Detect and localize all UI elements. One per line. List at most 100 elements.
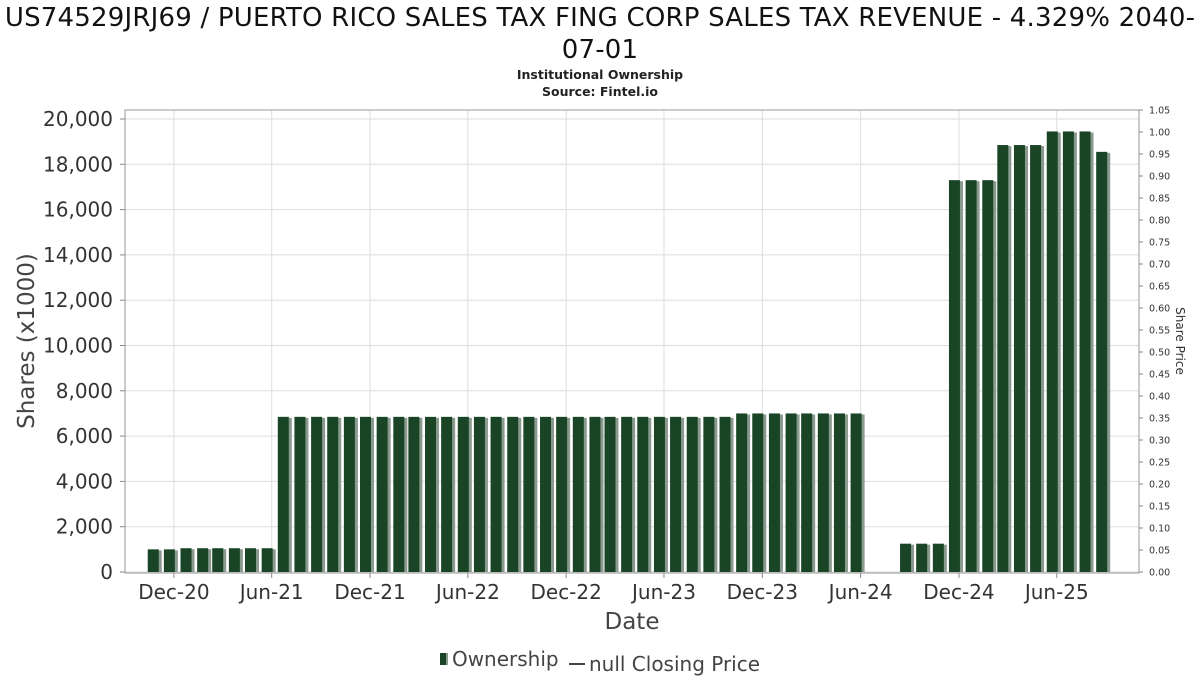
ownership-bar-body [441,416,453,572]
ownership-bar-body [719,416,731,572]
x-tick-label: Jun-22 [434,580,500,604]
ownership-bar [997,145,1012,573]
ownership-bar [228,548,243,572]
ownership-bar [736,413,751,572]
ownership-bar [507,416,522,572]
ownership-bar-body [507,416,519,572]
ownership-bar-body [801,413,813,572]
ownership-bar-body [343,416,355,572]
ownership-bar-body [408,416,420,572]
ownership-bar-body [245,548,257,572]
ownership-bar-body [850,413,862,572]
ownership-bar-body [916,543,928,572]
y-tick-label: 6,000 [56,424,113,448]
ownership-bar-body [932,543,944,572]
x-tick-label: Dec-21 [334,580,405,604]
ownership-bar [1079,131,1094,572]
chart-subtitle-ownership: Institutional Ownership [516,67,684,82]
ownership-bar [473,416,488,572]
ownership-bar [982,180,997,572]
ownership-bar-body [540,416,552,572]
ownership-bar-body [1062,131,1074,572]
y2-tick-label: 0.50 [1149,348,1170,359]
ownership-bar [785,413,800,572]
ownership-bar [589,416,604,572]
chart-title: US74529JRJ69 / PUERTO RICO SALES TAX FIN… [4,3,1196,65]
ownership-bar [523,416,538,572]
y-tick-label: 10,000 [43,334,113,358]
ownership-bar-body [768,413,780,572]
ownership-bar [768,413,783,572]
plot-frame [124,109,1140,574]
y2-tick-label: 1.00 [1149,128,1170,139]
ownership-bar [752,413,767,572]
ownership-bar-body [965,180,977,572]
ownership-bar-body [556,416,568,572]
y2-tick-label: 0.45 [1149,370,1170,381]
legend-label-closing-price: null Closing Price [588,652,761,676]
axis-ticks: 0 2,000 4,000 6,000 8,000 10,000 12,000 14,000 1… [43,106,1170,605]
ownership-bar [457,416,472,572]
ownership-bar [653,416,668,572]
ownership-bar [1096,151,1111,572]
legend-item-closing-price[interactable]: null Closing Price [565,652,760,676]
ownership-bar [425,416,440,572]
ownership-bar-body [359,416,371,572]
ownership-bar [572,416,587,572]
y2-tick-label: 0.95 [1149,150,1170,161]
ownership-bar-body [621,416,633,572]
ownership-bar-body [163,549,175,572]
y-tick-label: 12,000 [43,288,113,312]
ownership-bar-icon [439,653,448,665]
ownership-bar [1062,131,1077,572]
ownership-bar [343,416,358,572]
x-tick-label: Jun-21 [238,580,304,604]
ownership-bar-body [473,416,485,572]
ownership-bar-body [261,548,273,572]
ownership-bar-body [670,416,682,572]
y2-tick-label: 1.05 [1149,106,1170,117]
x-tick-label: Dec-22 [530,580,601,604]
y2-tick-label: 0.70 [1149,260,1170,271]
ownership-bar-body [490,416,502,572]
ownership-bar [932,543,947,572]
price-line-icon [568,663,585,665]
ownership-bar-body [147,549,159,572]
ownership-bar [147,549,162,572]
ownership-bar-body [900,543,912,572]
x-axis-title: Date [605,609,660,635]
ownership-bar [850,413,865,572]
ownership-bar [327,416,342,572]
ownership-bar-body [817,413,829,572]
ownership-bar-body [736,413,748,572]
ownership-bar-body [572,416,584,572]
y-tick-label: 20,000 [43,107,113,131]
ownership-bar [163,549,178,572]
ownership-bar [637,416,652,572]
ownership-bar-body [294,416,306,572]
ownership-bar-body [277,416,289,572]
y2-tick-label: 0.75 [1149,238,1170,249]
legend-item-ownership[interactable]: Ownership [439,647,559,671]
y-tick-label: 2,000 [56,515,113,539]
ownership-bar [948,180,963,572]
ownership-bar-body [393,416,405,572]
x-tick-label: Dec-20 [138,580,209,604]
y-tick-label: 8,000 [56,379,113,403]
y2-tick-label: 0.35 [1149,414,1170,425]
ownership-bar-body [425,416,437,572]
y-tick-label: 0 [100,560,113,584]
ownership-bar [197,548,212,572]
y-tick-label: 18,000 [43,152,113,176]
y2-tick-label: 0.65 [1149,282,1170,293]
ownership-bar-body [1030,145,1042,573]
y2-tick-label: 0.85 [1149,194,1170,205]
ownership-bar [621,416,636,572]
ownership-bar [393,416,408,572]
ownership-bar [556,416,571,572]
x-tick-label: Jun-24 [827,580,893,604]
ownership-bar-body [604,416,616,572]
ownership-bar [490,416,505,572]
chart-subtitle-source: Source: Fintel.io [542,84,658,99]
